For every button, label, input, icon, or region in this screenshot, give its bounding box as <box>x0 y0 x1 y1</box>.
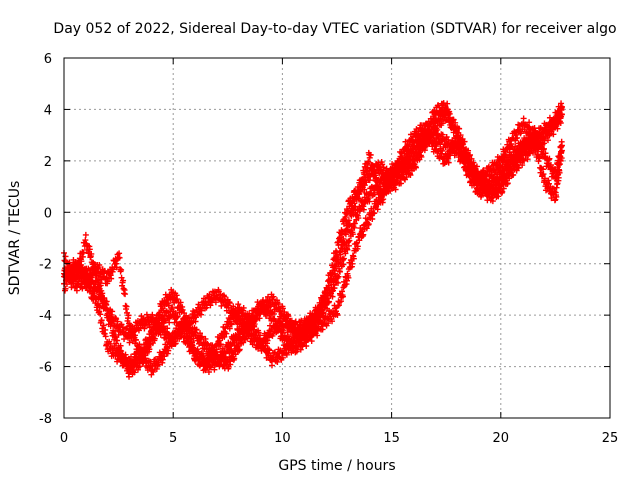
x-tick-label: 15 <box>383 431 400 446</box>
x-tick-label: 10 <box>274 431 291 446</box>
x-tick-label: 0 <box>60 431 68 446</box>
data-points <box>61 100 565 380</box>
data-point <box>122 291 128 297</box>
series-trace-d <box>61 121 565 378</box>
y-tick-label: 0 <box>44 206 52 221</box>
y-axis-label: SDTVAR / TECUs <box>7 181 23 296</box>
chart-title: Day 052 of 2022, Sidereal Day-to-day VTE… <box>53 21 616 37</box>
x-tick-label: 25 <box>602 431 619 446</box>
y-tick-label: -8 <box>39 412 52 427</box>
data-point <box>521 115 527 121</box>
y-tick-label: -4 <box>39 309 52 324</box>
y-tick-label: -6 <box>39 361 52 376</box>
y-tick-label: 6 <box>44 52 52 67</box>
x-tick-label: 5 <box>169 431 177 446</box>
y-tick-label: 2 <box>44 155 52 170</box>
data-point <box>83 232 89 238</box>
x-axis-label: GPS time / hours <box>278 458 395 474</box>
x-tick-label: 20 <box>493 431 510 446</box>
axes: 0 5 10 15 20 25 -8 -6 -4 -2 0 2 4 6 <box>39 52 618 446</box>
data-point <box>269 362 275 368</box>
y-tick-label: -2 <box>39 258 52 273</box>
y-tick-label: 4 <box>44 103 52 118</box>
chart: Day 052 of 2022, Sidereal Day-to-day VTE… <box>0 0 640 480</box>
